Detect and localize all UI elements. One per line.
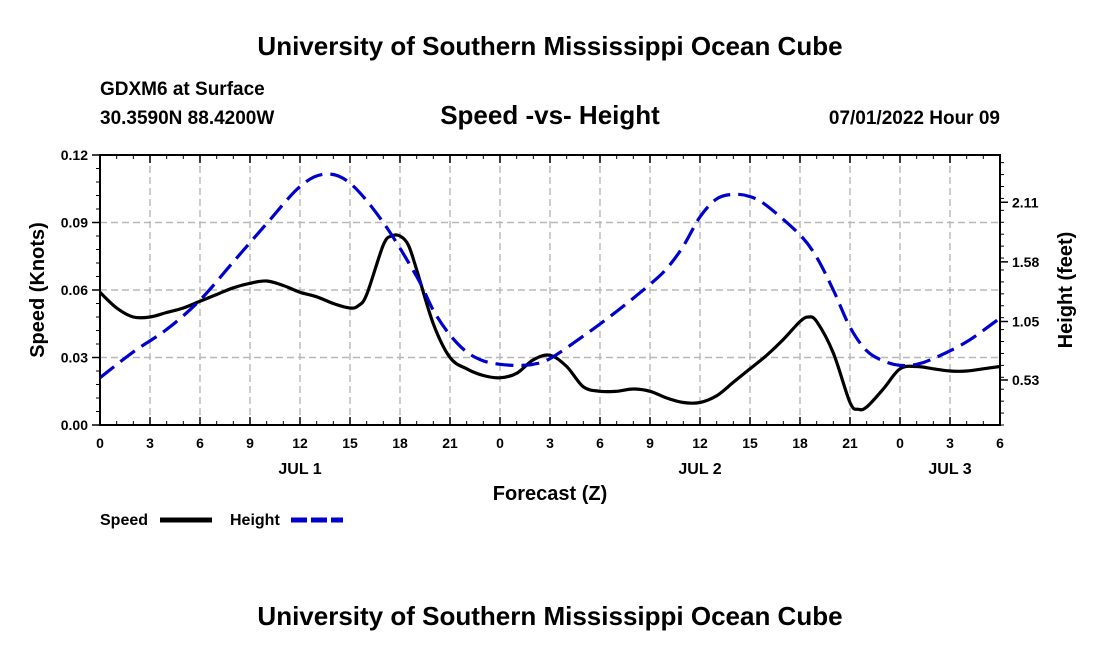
plot-series — [98, 172, 1001, 412]
grid — [100, 154, 1000, 425]
y-tick-label: 0.00 — [61, 417, 88, 433]
station-label: GDXM6 at Surface — [100, 79, 265, 100]
y2-tick-label: 2.11 — [1012, 194, 1039, 210]
x-tick-label: 15 — [742, 435, 758, 451]
x-tick-label: 12 — [292, 435, 308, 451]
speed-series-line — [98, 233, 1001, 412]
location-label: 30.3590N 88.4200W — [100, 108, 274, 129]
x-tick-label: 6 — [196, 435, 204, 451]
footer-title: University of Southern Mississippi Ocean… — [257, 601, 842, 631]
y-tick-label: 0.12 — [61, 147, 88, 163]
y-tick-label: 0.09 — [61, 215, 88, 231]
y-axis-label: Speed (Knots) — [27, 222, 49, 358]
y2-axis-label: Height (feet) — [1055, 232, 1077, 349]
legend-height-label: Height — [230, 512, 280, 529]
x-tick-label: 18 — [792, 435, 808, 451]
y2-tick-label: 0.53 — [1012, 372, 1039, 388]
axes: 0 3 6 9 12 15 18 21 0 3 6 9 12 15 18 21 0 3 6 JUL 1 JUL 2 JUL… — [61, 147, 1040, 478]
x-tick-label: 15 — [342, 435, 358, 451]
x-tick-label: 9 — [646, 435, 654, 451]
y2-tick-label: 1.05 — [1012, 314, 1039, 330]
day-label: JUL 2 — [678, 461, 721, 478]
y-tick-label: 0.03 — [61, 350, 88, 366]
legend: Speed Height — [100, 512, 343, 529]
height-series-line — [99, 172, 1001, 380]
x-tick-label: 3 — [146, 435, 154, 451]
x-tick-label: 6 — [996, 435, 1004, 451]
x-tick-label: 6 — [596, 435, 604, 451]
day-label: JUL 1 — [278, 461, 321, 478]
chart-title: Speed -vs- Height — [440, 100, 660, 130]
x-tick-label: 21 — [842, 435, 858, 451]
date-label: 07/01/2022 Hour 09 — [829, 108, 1000, 129]
x-tick-label: 21 — [442, 435, 458, 451]
x-tick-label: 0 — [496, 435, 504, 451]
x-tick-label: 0 — [96, 435, 104, 451]
x-tick-label: 9 — [246, 435, 254, 451]
legend-speed-label: Speed — [100, 512, 148, 529]
x-tick-label: 3 — [546, 435, 554, 451]
y-tick-label: 0.06 — [61, 282, 88, 298]
page-title: University of Southern Mississippi Ocean… — [257, 31, 842, 61]
x-tick-label: 12 — [692, 435, 708, 451]
x-axis-label: Forecast (Z) — [493, 483, 607, 505]
y2-tick-label: 1.58 — [1012, 254, 1039, 270]
x-tick-label: 0 — [896, 435, 904, 451]
day-label: JUL 3 — [928, 461, 971, 478]
x-tick-label: 3 — [946, 435, 954, 451]
x-tick-label: 18 — [392, 435, 408, 451]
